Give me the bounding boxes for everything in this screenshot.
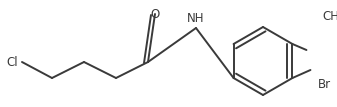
Text: Cl: Cl (6, 56, 18, 68)
Text: O: O (150, 7, 160, 21)
Text: NH: NH (187, 11, 205, 25)
Text: CH3: CH3 (322, 10, 337, 22)
Text: Br: Br (318, 77, 331, 91)
